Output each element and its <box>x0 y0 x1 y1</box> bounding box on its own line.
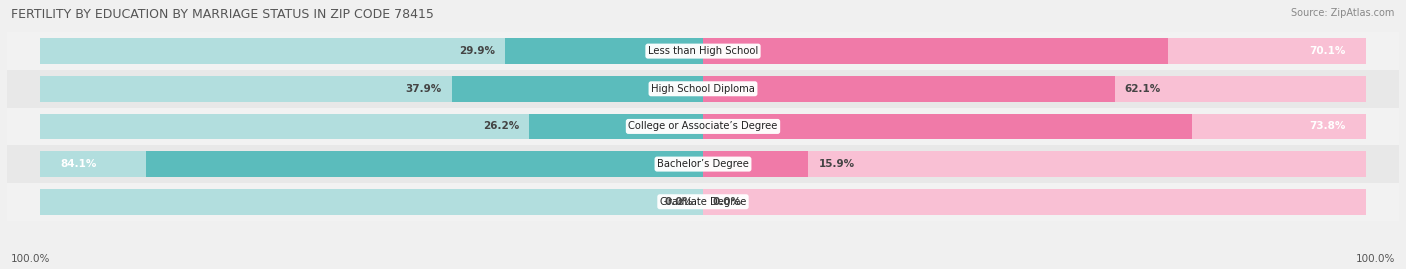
Text: Source: ZipAtlas.com: Source: ZipAtlas.com <box>1291 8 1395 18</box>
Text: College or Associate’s Degree: College or Associate’s Degree <box>628 121 778 132</box>
Text: Bachelor’s Degree: Bachelor’s Degree <box>657 159 749 169</box>
Text: Graduate Degree: Graduate Degree <box>659 197 747 207</box>
Text: High School Diploma: High School Diploma <box>651 84 755 94</box>
Bar <box>7 32 1399 70</box>
Text: 62.1%: 62.1% <box>1125 84 1161 94</box>
Bar <box>703 189 1365 215</box>
Text: 73.8%: 73.8% <box>1309 121 1346 132</box>
Bar <box>703 38 1167 64</box>
Text: 70.1%: 70.1% <box>1309 46 1346 56</box>
Bar <box>703 76 1115 102</box>
Text: 100.0%: 100.0% <box>1355 254 1395 264</box>
Bar <box>41 76 703 102</box>
Bar <box>703 114 1365 139</box>
Text: 26.2%: 26.2% <box>484 121 519 132</box>
Bar <box>41 38 703 64</box>
Text: 0.0%: 0.0% <box>664 197 693 207</box>
Bar <box>41 189 703 215</box>
Text: Less than High School: Less than High School <box>648 46 758 56</box>
Bar <box>146 151 703 177</box>
Bar <box>7 145 1399 183</box>
Bar <box>41 151 703 177</box>
Bar <box>41 114 703 139</box>
Bar <box>703 151 808 177</box>
Text: 0.0%: 0.0% <box>713 197 742 207</box>
Bar <box>505 38 703 64</box>
Bar <box>529 114 703 139</box>
Text: 84.1%: 84.1% <box>60 159 97 169</box>
Bar <box>7 70 1399 108</box>
Bar <box>703 114 1192 139</box>
Text: 37.9%: 37.9% <box>405 84 441 94</box>
Text: FERTILITY BY EDUCATION BY MARRIAGE STATUS IN ZIP CODE 78415: FERTILITY BY EDUCATION BY MARRIAGE STATU… <box>11 8 434 21</box>
Text: 100.0%: 100.0% <box>11 254 51 264</box>
Bar <box>7 108 1399 145</box>
Bar <box>451 76 703 102</box>
Text: 15.9%: 15.9% <box>818 159 855 169</box>
Bar <box>703 38 1365 64</box>
Bar <box>703 151 1365 177</box>
Bar <box>703 76 1365 102</box>
Text: 29.9%: 29.9% <box>458 46 495 56</box>
Bar <box>7 183 1399 221</box>
